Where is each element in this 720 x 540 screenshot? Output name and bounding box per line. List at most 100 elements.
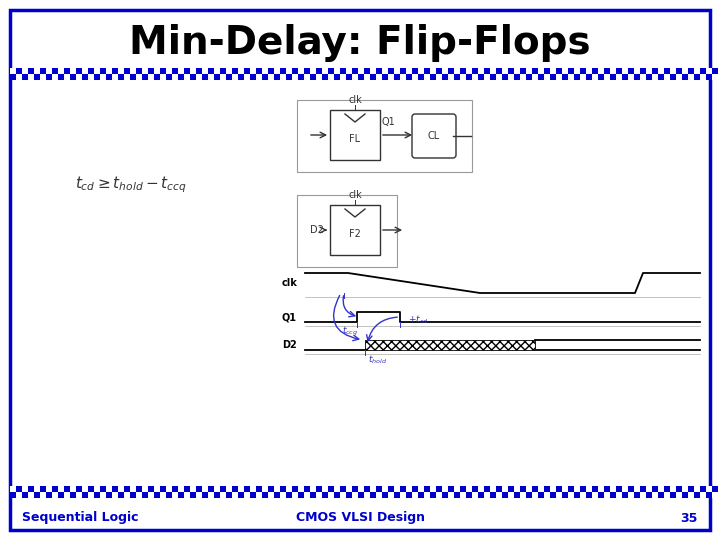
- Bar: [400, 68, 406, 74]
- Bar: [700, 492, 706, 498]
- Bar: [598, 492, 604, 498]
- Bar: [82, 486, 88, 492]
- Bar: [82, 74, 88, 80]
- Bar: [64, 486, 70, 492]
- Bar: [370, 68, 376, 74]
- Bar: [370, 486, 376, 492]
- Bar: [532, 492, 538, 498]
- Bar: [262, 492, 268, 498]
- Bar: [34, 74, 40, 80]
- Bar: [136, 68, 142, 74]
- Bar: [538, 486, 544, 492]
- Bar: [634, 486, 640, 492]
- Bar: [46, 68, 52, 74]
- Bar: [448, 492, 454, 498]
- Bar: [22, 74, 28, 80]
- Bar: [22, 486, 28, 492]
- Text: D2: D2: [282, 340, 297, 350]
- Bar: [634, 74, 640, 80]
- Bar: [298, 74, 304, 80]
- Bar: [688, 74, 694, 80]
- Bar: [712, 486, 718, 492]
- Bar: [238, 74, 244, 80]
- Bar: [262, 74, 268, 80]
- Bar: [436, 486, 442, 492]
- Bar: [172, 74, 178, 80]
- Bar: [490, 68, 496, 74]
- Bar: [250, 492, 256, 498]
- Bar: [322, 492, 328, 498]
- Bar: [376, 74, 382, 80]
- Bar: [58, 74, 64, 80]
- Bar: [484, 492, 490, 498]
- Bar: [358, 492, 364, 498]
- Bar: [28, 74, 34, 80]
- Bar: [544, 486, 550, 492]
- Bar: [184, 486, 190, 492]
- Bar: [316, 68, 322, 74]
- Bar: [466, 74, 472, 80]
- Text: $+t_{cd}$: $+t_{cd}$: [408, 313, 428, 326]
- Bar: [316, 74, 322, 80]
- Bar: [562, 486, 568, 492]
- Bar: [676, 486, 682, 492]
- Bar: [280, 74, 286, 80]
- Bar: [172, 68, 178, 74]
- Bar: [208, 74, 214, 80]
- Bar: [100, 486, 106, 492]
- Bar: [364, 486, 370, 492]
- Bar: [256, 486, 262, 492]
- Bar: [454, 492, 460, 498]
- Bar: [418, 486, 424, 492]
- Bar: [160, 492, 166, 498]
- Bar: [706, 68, 712, 74]
- Bar: [268, 68, 274, 74]
- Bar: [232, 486, 238, 492]
- Bar: [340, 486, 346, 492]
- Bar: [256, 74, 262, 80]
- Bar: [604, 74, 610, 80]
- Bar: [142, 486, 148, 492]
- Text: D2: D2: [310, 225, 324, 235]
- Bar: [514, 486, 520, 492]
- Bar: [526, 68, 532, 74]
- Bar: [106, 492, 112, 498]
- Text: FL: FL: [349, 134, 361, 144]
- Bar: [682, 486, 688, 492]
- Bar: [70, 68, 76, 74]
- Bar: [286, 486, 292, 492]
- Bar: [88, 68, 94, 74]
- Bar: [88, 486, 94, 492]
- Bar: [658, 486, 664, 492]
- Bar: [388, 486, 394, 492]
- Bar: [292, 68, 298, 74]
- Bar: [412, 68, 418, 74]
- Bar: [658, 74, 664, 80]
- Bar: [298, 68, 304, 74]
- Bar: [616, 486, 622, 492]
- Bar: [190, 74, 196, 80]
- Bar: [622, 486, 628, 492]
- Bar: [112, 486, 118, 492]
- Bar: [160, 486, 166, 492]
- Bar: [376, 492, 382, 498]
- Bar: [334, 486, 340, 492]
- Bar: [460, 486, 466, 492]
- Bar: [580, 68, 586, 74]
- Bar: [334, 74, 340, 80]
- Bar: [562, 492, 568, 498]
- Bar: [538, 68, 544, 74]
- Bar: [304, 486, 310, 492]
- Bar: [712, 68, 718, 74]
- Bar: [250, 74, 256, 80]
- Bar: [592, 486, 598, 492]
- Bar: [526, 74, 532, 80]
- Bar: [460, 68, 466, 74]
- Bar: [118, 68, 124, 74]
- Text: CMOS VLSI Design: CMOS VLSI Design: [295, 511, 425, 524]
- Bar: [142, 68, 148, 74]
- Bar: [310, 68, 316, 74]
- Text: Sequential Logic: Sequential Logic: [22, 511, 138, 524]
- Bar: [208, 68, 214, 74]
- Bar: [460, 492, 466, 498]
